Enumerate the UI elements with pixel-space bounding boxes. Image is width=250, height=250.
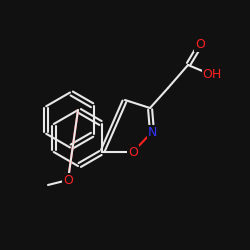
Text: O: O (195, 38, 205, 52)
Text: OH: OH (202, 68, 222, 82)
Text: N: N (147, 126, 157, 138)
Text: O: O (63, 174, 73, 186)
Text: O: O (128, 146, 138, 158)
